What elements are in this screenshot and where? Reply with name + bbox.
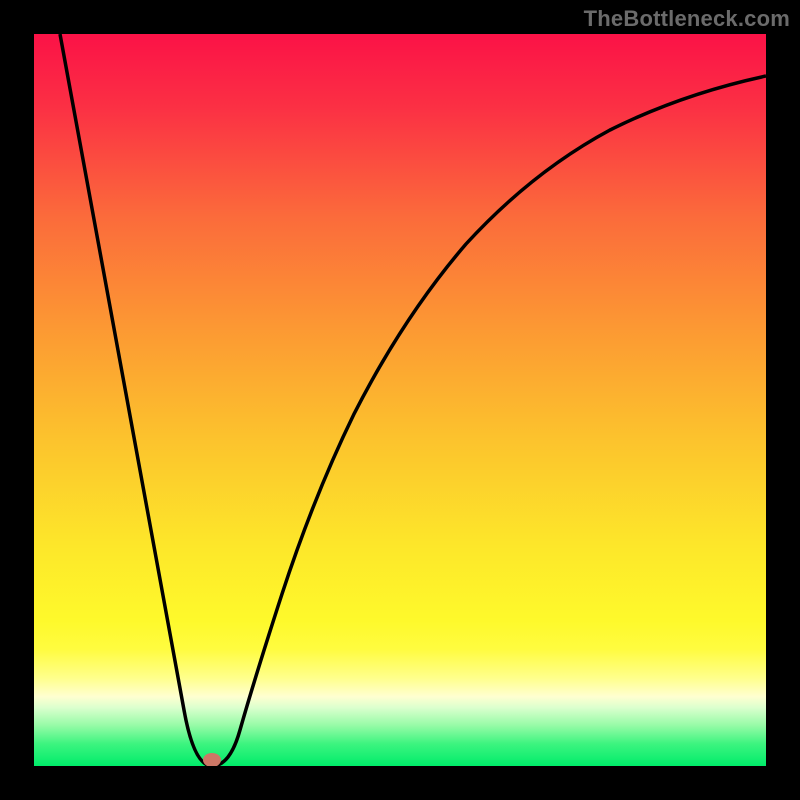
chart-frame: TheBottleneck.com — [0, 0, 800, 800]
chart-background — [34, 34, 766, 766]
watermark-text: TheBottleneck.com — [584, 6, 790, 32]
plot-area — [34, 34, 766, 766]
chart-svg — [34, 34, 766, 766]
